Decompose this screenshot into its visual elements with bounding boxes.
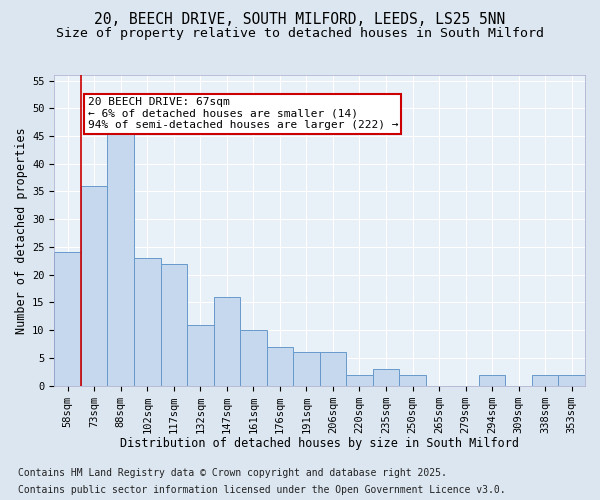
Bar	[161, 264, 187, 386]
Bar	[107, 130, 134, 386]
Text: Contains public sector information licensed under the Open Government Licence v3: Contains public sector information licen…	[18, 485, 506, 495]
Text: Size of property relative to detached houses in South Milford: Size of property relative to detached ho…	[56, 28, 544, 40]
X-axis label: Distribution of detached houses by size in South Milford: Distribution of detached houses by size …	[120, 437, 519, 450]
Bar	[559, 374, 585, 386]
Bar	[81, 186, 107, 386]
Text: 20, BEECH DRIVE, SOUTH MILFORD, LEEDS, LS25 5NN: 20, BEECH DRIVE, SOUTH MILFORD, LEEDS, L…	[94, 12, 506, 28]
Bar	[187, 324, 214, 386]
Bar	[399, 374, 426, 386]
Text: 20 BEECH DRIVE: 67sqm
← 6% of detached houses are smaller (14)
94% of semi-detac: 20 BEECH DRIVE: 67sqm ← 6% of detached h…	[88, 97, 398, 130]
Bar	[293, 352, 320, 386]
Bar	[266, 347, 293, 386]
Bar	[479, 374, 505, 386]
Bar	[240, 330, 266, 386]
Text: Contains HM Land Registry data © Crown copyright and database right 2025.: Contains HM Land Registry data © Crown c…	[18, 468, 447, 477]
Bar	[320, 352, 346, 386]
Y-axis label: Number of detached properties: Number of detached properties	[15, 127, 28, 334]
Bar	[373, 369, 399, 386]
Bar	[532, 374, 559, 386]
Bar	[214, 297, 240, 386]
Bar	[55, 252, 81, 386]
Bar	[134, 258, 161, 386]
Bar	[346, 374, 373, 386]
